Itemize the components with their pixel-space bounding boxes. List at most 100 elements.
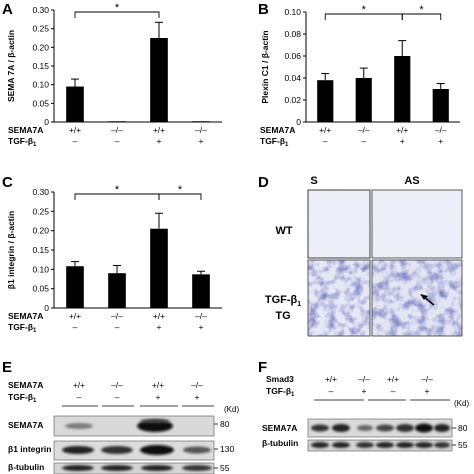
blot-f-treatment-value: –	[329, 386, 334, 396]
blot-e-genotype-value: –/–	[191, 380, 203, 390]
significance-bracket-a	[74, 11, 160, 18]
y-axis-label-a: SEMA 7A / β-actin	[6, 30, 16, 102]
treatment-value-a: –	[115, 136, 120, 146]
y-tick-label-c: 0	[44, 303, 49, 313]
column-label-s: S	[310, 175, 317, 187]
y-axis-label-c: β1 integrin / β-actin	[6, 211, 16, 289]
y-tick-label-b: 0.08	[284, 29, 301, 39]
y-tick-label-b: 0.04	[284, 73, 301, 83]
blot-strip-f-tubulin	[307, 439, 453, 452]
y-tick-label-b: 0.06	[284, 51, 301, 61]
y-tick-label-c: 0.15	[32, 245, 49, 255]
treatment-value-a: +	[157, 136, 162, 146]
blot-f-genotype-value: +/+	[387, 374, 399, 384]
panel-letter-c: C	[2, 174, 13, 191]
row-label-wt: WT	[275, 225, 292, 237]
blot-panel-f: Smad3 TGF-β1 +/+ –/– +/+ –/– – + – + (Kd) SEMA7…	[262, 374, 469, 452]
y-tick-label-a: 0.30	[32, 5, 49, 15]
blot-e-treatment-value: +	[195, 392, 200, 402]
genotype-row-label-b: SEMA7A	[260, 125, 295, 135]
micrograph-wt-as	[371, 189, 463, 259]
y-tick-label-c: 0.20	[32, 226, 49, 236]
bar-b	[394, 56, 411, 122]
chart-c: 0 0.05 0.10 0.15 0.20 0.25 0.30 β1 integrin / β…	[6, 184, 222, 334]
blot-e-mw-130: 130	[220, 444, 234, 454]
genotype-value-c: +/+	[153, 311, 165, 321]
significance-marker-c: *	[115, 184, 120, 196]
blot-f-genotype-value: –/–	[421, 374, 433, 384]
y-tick-label-c: 0.05	[32, 284, 49, 294]
genotype-value-a: –/–	[111, 125, 123, 135]
blot-e-sema-row-label: SEMA7A	[8, 380, 43, 390]
bar-c	[66, 266, 84, 308]
genotype-value-c: +/+	[69, 311, 81, 321]
blot-e-genotype-value: +/+	[73, 380, 85, 390]
blot-strip-tubulin	[53, 462, 215, 474]
blot-strip-sema7a	[53, 415, 215, 437]
significance-bracket-c	[158, 193, 202, 200]
bar-b	[432, 89, 449, 122]
blot-f-mw-55: 55	[458, 440, 468, 450]
treatment-row-label-c: TGF-β1	[8, 322, 37, 334]
blot-f-band-label-sema7a: SEMA7A	[262, 423, 297, 433]
blot-e-band-label-integrin: β1 integrin	[8, 444, 51, 454]
genotype-value-a: –/–	[195, 125, 207, 135]
treatment-value-b: +	[438, 136, 443, 146]
blot-f-treatment-value: +	[362, 386, 367, 396]
blot-e-genotype-value: –/–	[111, 380, 123, 390]
genotype-value-a: +/+	[153, 125, 165, 135]
y-tick-label-a: 0.15	[32, 61, 49, 71]
treatment-value-b: –	[361, 136, 366, 146]
treatment-value-c: –	[73, 322, 78, 332]
significance-marker-a: *	[115, 2, 120, 14]
panel-letter-a: A	[2, 1, 13, 18]
chart-b: 0 0.02 0.04 0.06 0.08 0.10 Plexin C1 / β-actin…	[260, 4, 460, 148]
bar-c	[192, 274, 210, 308]
y-axis-label-b: Plexin C1 / β-actin	[260, 30, 270, 103]
significance-marker-c: *	[178, 184, 183, 196]
blot-e-treatment-value: –	[77, 392, 82, 402]
treatment-value-c: –	[115, 322, 120, 332]
blot-f-band-label-tubulin: β-tubulin	[262, 438, 298, 448]
significance-marker-b: *	[419, 4, 424, 16]
bar-c	[108, 273, 126, 308]
treatment-value-c: +	[199, 322, 204, 332]
blot-e-kd-label: (Kd)	[224, 405, 239, 414]
bar-a	[108, 121, 126, 122]
row-label-tg: TG	[275, 310, 290, 322]
treatment-value-c: +	[157, 322, 162, 332]
bar-c	[150, 228, 168, 308]
blot-e-genotype-value: +/+	[152, 380, 164, 390]
blot-f-tgf-row-label: TGF-β1	[266, 386, 295, 398]
blot-f-genotype-labels: +/+ –/– +/+ –/– – + – +	[325, 374, 433, 396]
genotype-value-b: –/–	[435, 125, 447, 135]
blot-strip-f-sema7a	[307, 418, 453, 438]
blot-f-kd-label: (Kd)	[454, 399, 469, 408]
arrow-icon	[420, 294, 435, 306]
bar-a	[66, 86, 84, 122]
blot-panel-e: SEMA7A TGF-β1 +/+ –/– +/+ –/– – – + + (Kd) SEMA…	[8, 380, 239, 474]
panel-letter-b: B	[258, 1, 269, 18]
blot-f-treatment-value: +	[425, 386, 430, 396]
y-tick-label-b: 0	[296, 117, 301, 127]
panel-letter-f: F	[258, 359, 267, 376]
histology-panel: S AS WT TGF-β1 TG	[265, 175, 463, 337]
significance-bracket-b	[401, 13, 442, 20]
micrograph-tg-as	[371, 259, 463, 337]
genotype-value-a: +/+	[69, 125, 81, 135]
panel-letter-d: D	[258, 174, 269, 191]
micrograph-wt-s	[307, 189, 371, 259]
blot-f-treatment-value: –	[391, 386, 396, 396]
blot-f-genotype-value: +/+	[325, 374, 337, 384]
blot-f-mw-80: 80	[458, 423, 468, 433]
blot-f-smad-row-label: Smad3	[266, 374, 294, 384]
row-label-tgf-tg: TGF-β1	[265, 294, 301, 308]
blot-e-band-label-sema7a: SEMA7A	[8, 420, 43, 430]
treatment-value-a: –	[73, 136, 78, 146]
panel-letter-e: E	[2, 359, 12, 376]
treatment-row-label-b: TGF-β1	[260, 136, 289, 148]
column-label-as: AS	[404, 175, 419, 187]
blot-strip-integrin	[53, 440, 215, 461]
blot-e-band-label-tubulin: β-tubulin	[8, 462, 44, 472]
